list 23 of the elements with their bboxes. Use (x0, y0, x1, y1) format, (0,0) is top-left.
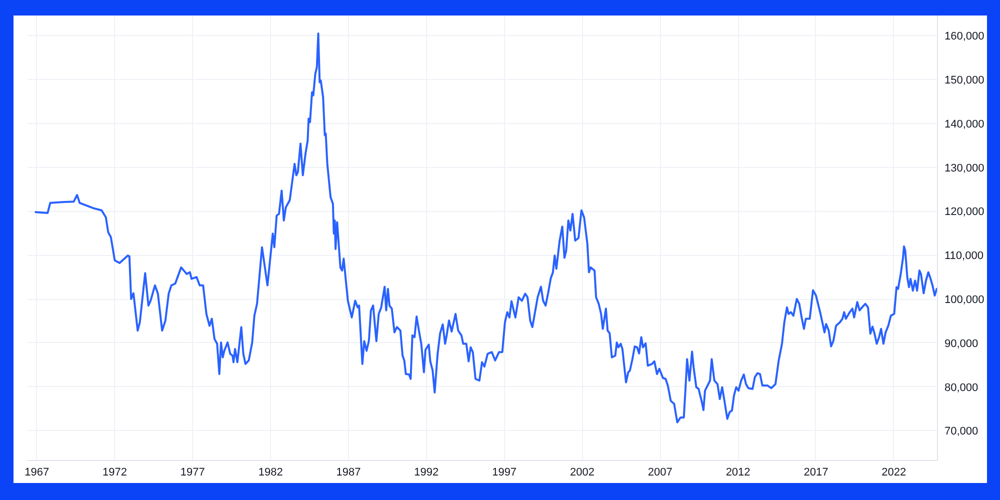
y-tick-label: 160,000 (944, 30, 984, 43)
y-tick-label: 100,000 (944, 294, 984, 306)
x-tick-label: 1992 (414, 466, 439, 478)
y-tick-label: 80,000 (944, 382, 978, 394)
x-tick-label: 1997 (492, 466, 517, 478)
x-tick-label: 1982 (258, 466, 283, 478)
x-tick-label: 2022 (882, 466, 906, 478)
x-tick-label: 2017 (804, 466, 828, 478)
y-tick-label: 130,000 (944, 162, 984, 174)
x-tick-label: 2007 (648, 466, 672, 478)
x-tick-label: 2002 (570, 466, 594, 478)
line-series (34, 32, 938, 424)
y-tick-label: 70,000 (944, 426, 978, 438)
y-tick-label: 140,000 (944, 118, 984, 130)
x-tick-label: 1967 (24, 466, 50, 478)
y-tick-label: 110,000 (944, 250, 984, 262)
y-tick-label: 120,000 (944, 206, 984, 218)
x-tick-label: 1977 (180, 466, 205, 478)
y-tick-label: 90,000 (944, 338, 978, 350)
x-tick-label: 1972 (102, 466, 128, 478)
y-tick-label: 150,000 (944, 74, 984, 87)
x-tick-label: 2012 (726, 466, 750, 478)
x-tick-label: 1987 (336, 466, 361, 478)
